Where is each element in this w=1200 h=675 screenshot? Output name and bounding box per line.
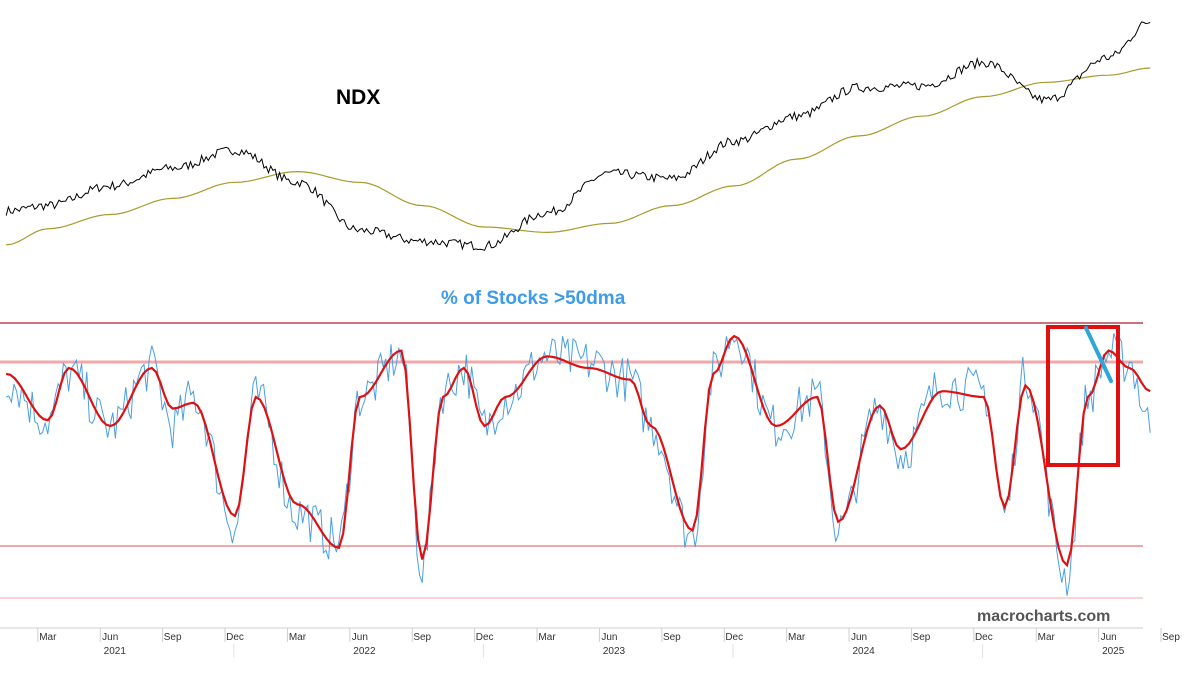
x-tick-label: Dec: [226, 632, 244, 643]
breadth-smoothed-line: [5, 334, 1151, 568]
x-tick-label: Sep: [1162, 632, 1180, 643]
x-year-label: 2024: [852, 646, 875, 657]
x-tick-label: Jun: [851, 632, 867, 643]
x-tick-label: Jun: [352, 632, 368, 643]
ndx-title: NDX: [336, 86, 380, 109]
breadth-title: % of Stocks >50dma: [441, 288, 626, 309]
x-tick-label: Mar: [788, 632, 806, 643]
downtrend-line: [1084, 326, 1113, 383]
x-tick-label: Mar: [538, 632, 556, 643]
breadth-panel: % of Stocks >50dma macrocharts.com: [0, 288, 1151, 625]
x-tick-label: Dec: [975, 632, 993, 643]
x-tick-label: Dec: [725, 632, 743, 643]
x-tick-label: Mar: [39, 632, 57, 643]
x-year-label: 2021: [104, 646, 127, 657]
x-year-label: 2022: [353, 646, 376, 657]
ndx-price-line: [5, 21, 1151, 251]
x-tick-label: Mar: [289, 632, 307, 643]
x-tick-label: Sep: [413, 632, 431, 643]
x-tick-label: Sep: [913, 632, 931, 643]
x-tick-label: Jun: [1101, 632, 1117, 643]
x-year-label: 2023: [603, 646, 626, 657]
watermark: macrocharts.com: [977, 608, 1110, 625]
breadth-raw-line: [6, 333, 1151, 596]
x-tick-label: Jun: [601, 632, 617, 643]
x-tick-label: Mar: [1038, 632, 1056, 643]
ndx-panel: NDX: [5, 21, 1151, 251]
x-year-label: 2025: [1102, 646, 1125, 657]
x-tick-label: Jun: [102, 632, 118, 643]
highlight-box: [1046, 325, 1120, 467]
x-tick-label: Sep: [164, 632, 182, 643]
x-tick-label: Sep: [663, 632, 681, 643]
x-tick-label: Dec: [476, 632, 494, 643]
ndx-moving-average-line: [6, 67, 1151, 246]
x-axis: Mar Jun Sep Dec Mar Jun Sep Dec Mar Jun Sep Dec Mar J…: [0, 627, 1180, 658]
